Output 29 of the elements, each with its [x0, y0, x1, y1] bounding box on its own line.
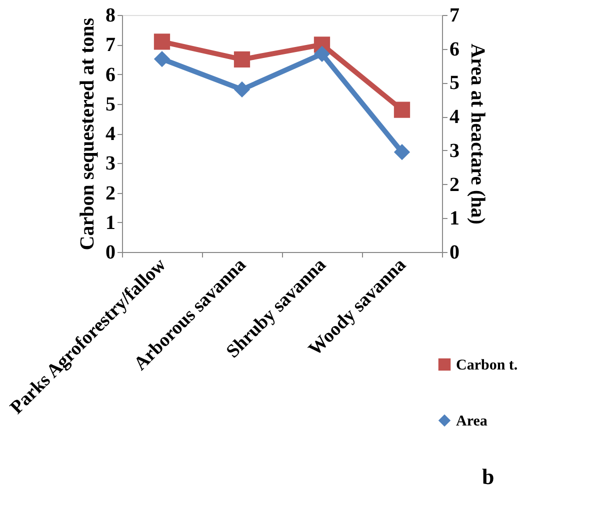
point [234, 81, 250, 98]
y-axis-title: Carbon sequestered at tons [76, 18, 98, 250]
point [154, 34, 170, 50]
y2-axis-title: Area at heactare (ha) [466, 44, 488, 224]
y-tick-label: 5 [106, 93, 116, 116]
legend-label: Carbon t. [456, 358, 518, 374]
y2-tick-label: 5 [450, 72, 460, 94]
y-tick-label: 8 [106, 4, 116, 26]
point [394, 102, 410, 118]
y-tick-label: 7 [106, 34, 116, 56]
y-tick-label: 2 [106, 182, 116, 204]
y2-tick-label: 1 [450, 208, 460, 230]
legend-label: Area [456, 414, 488, 430]
point [234, 51, 250, 68]
y-tick-label: 1 [106, 212, 116, 234]
y-tick-label: 6 [106, 64, 116, 86]
point [154, 50, 170, 68]
y2-tick-label: 6 [450, 38, 460, 60]
point [314, 46, 330, 62]
y-tick-label: 0 [106, 242, 116, 264]
y-tick-label: 4 [106, 123, 116, 145]
y2-tick-label: 4 [450, 106, 460, 128]
point [394, 144, 410, 160]
y2-tick-label: 3 [450, 140, 460, 162]
y2-tick-label: 0 [450, 242, 460, 264]
y-tick-label: 3 [106, 152, 116, 175]
y2-tick-label: 2 [450, 174, 460, 196]
text: b [482, 464, 494, 489]
y2-tick-label: 7 [450, 4, 460, 26]
